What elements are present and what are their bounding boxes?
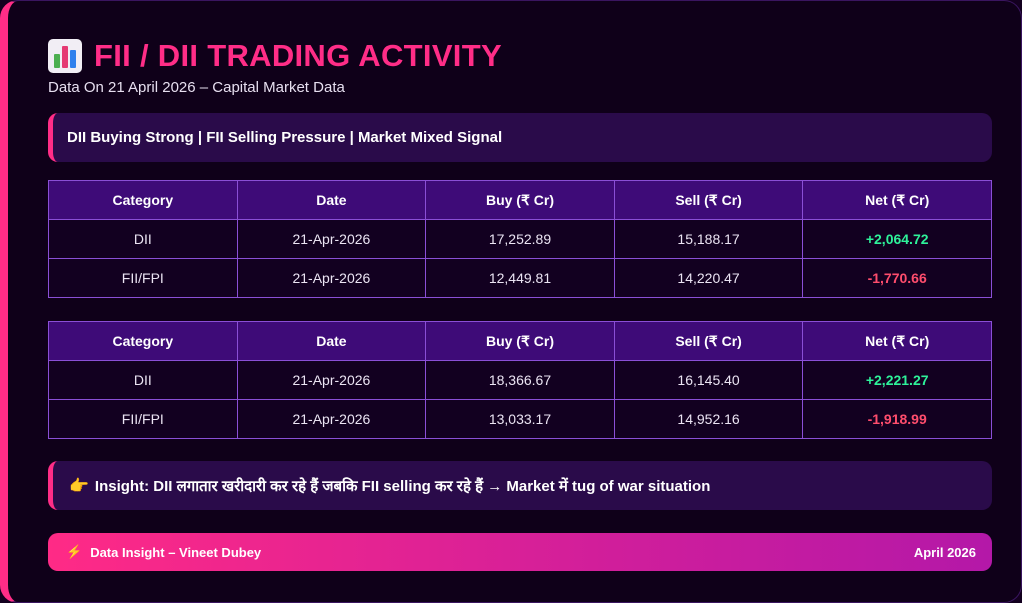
cell-category: FII/FPI xyxy=(48,258,238,298)
cell-sell: 15,188.17 xyxy=(613,219,804,259)
column-header-date: Date xyxy=(236,321,427,361)
footer-credit-text: Data Insight – Vineet Dubey xyxy=(90,544,262,560)
cell-date: 21-Apr-2026 xyxy=(236,258,427,298)
cell-category: FII/FPI xyxy=(48,399,238,439)
column-header-sell: Sell (₹ Cr) xyxy=(613,180,804,220)
column-header-sell: Sell (₹ Cr) xyxy=(613,321,804,361)
table-row: FII/FPI 21-Apr-2026 13,033.17 14,952.16 … xyxy=(48,399,992,439)
cell-date: 21-Apr-2026 xyxy=(236,360,427,400)
table-row: DII 21-Apr-2026 18,366.67 16,145.40 +2,2… xyxy=(48,360,992,400)
cell-buy: 12,449.81 xyxy=(425,258,615,298)
column-header-buy: Buy (₹ Cr) xyxy=(425,321,615,361)
cell-date: 21-Apr-2026 xyxy=(236,219,427,259)
table-header-row: Category Date Buy (₹ Cr) Sell (₹ Cr) Net… xyxy=(48,180,992,220)
signal-banner-text: DII Buying Strong | FII Selling Pressure… xyxy=(67,129,503,146)
insight-box: 👉 Insight: DII लगातार खरीदारी कर रहे हैं… xyxy=(48,461,992,510)
cell-net: -1,770.66 xyxy=(802,258,992,298)
title-row: FII / DII TRADING ACTIVITY xyxy=(48,37,502,75)
column-header-net: Net (₹ Cr) xyxy=(802,321,992,361)
footer: ⚡ Data Insight – Vineet Dubey April 2026 xyxy=(48,533,992,571)
column-header-net: Net (₹ Cr) xyxy=(802,180,992,220)
cell-net: +2,221.27 xyxy=(802,360,992,400)
bar-chart-icon xyxy=(48,39,82,73)
lightning-icon: ⚡ xyxy=(66,544,83,559)
column-header-category: Category xyxy=(48,180,238,220)
footer-date: April 2026 xyxy=(913,544,976,560)
cell-sell: 14,952.16 xyxy=(613,399,804,439)
page-subtitle: Data On 21 April 2026 – Capital Market D… xyxy=(48,79,345,96)
table-row: DII 21-Apr-2026 17,252.89 15,188.17 +2,0… xyxy=(48,219,992,259)
cell-net: +2,064.72 xyxy=(802,219,992,259)
cell-category: DII xyxy=(48,219,238,259)
column-header-category: Category xyxy=(48,321,238,361)
cell-sell: 14,220.47 xyxy=(613,258,804,298)
trading-table-1: Category Date Buy (₹ Cr) Sell (₹ Cr) Net… xyxy=(48,180,992,298)
signal-banner: DII Buying Strong | FII Selling Pressure… xyxy=(48,113,992,162)
cell-buy: 18,366.67 xyxy=(425,360,615,400)
footer-credit: ⚡ Data Insight – Vineet Dubey xyxy=(66,544,261,560)
cell-date: 21-Apr-2026 xyxy=(236,399,427,439)
page-title: FII / DII TRADING ACTIVITY xyxy=(94,38,502,73)
cell-buy: 13,033.17 xyxy=(425,399,615,439)
cell-net: -1,918.99 xyxy=(802,399,992,439)
table-row: FII/FPI 21-Apr-2026 12,449.81 14,220.47 … xyxy=(48,258,992,298)
trading-table-2: Category Date Buy (₹ Cr) Sell (₹ Cr) Net… xyxy=(48,321,992,439)
pointing-hand-icon: 👉 xyxy=(69,477,89,495)
column-header-date: Date xyxy=(236,180,427,220)
table-header-row: Category Date Buy (₹ Cr) Sell (₹ Cr) Net… xyxy=(48,321,992,361)
cell-buy: 17,252.89 xyxy=(425,219,615,259)
header: FII / DII TRADING ACTIVITY Data On 21 Ap… xyxy=(48,37,502,96)
column-header-buy: Buy (₹ Cr) xyxy=(425,180,615,220)
insight-text: Insight: DII लगातार खरीदारी कर रहे हैं ज… xyxy=(94,477,711,495)
cell-sell: 16,145.40 xyxy=(613,360,804,400)
cell-category: DII xyxy=(48,360,238,400)
